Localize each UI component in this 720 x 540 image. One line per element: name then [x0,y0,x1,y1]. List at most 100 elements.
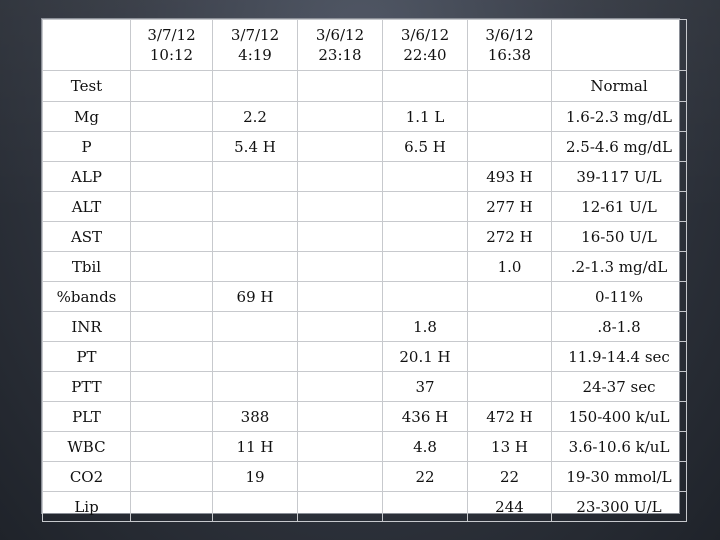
table-cell [467,70,552,102]
result-cell: 11 H [212,431,298,462]
header-time: 16:38 [487,46,532,64]
result-cell: 1.1 L [382,101,468,132]
result-cell [130,131,213,162]
result-cell: 22 [467,461,552,492]
result-cell [297,431,383,462]
test-name-cell: PTT [42,371,131,402]
result-cell: 472 H [467,401,552,432]
normal-range-cell: 3.6-10.6 k/uL [551,431,687,462]
result-cell [297,101,383,132]
table-row: PLT 388 436 H 472 H 150-400 k/uL [42,401,687,432]
table-row: Mg 2.2 1.1 L 1.6-2.3 mg/dL [42,101,687,132]
result-cell [382,221,468,252]
normal-range-cell: 19-30 mmol/L [551,461,687,492]
table-row: CO2 19 22 22 19-30 mmol/L [42,461,687,492]
header-cell-col2: 3/7/12 4:19 [212,19,298,71]
result-cell [130,191,213,222]
table-cell [382,70,468,102]
header-time: 10:12 [149,46,194,64]
normal-range-cell: .2-1.3 mg/dL [551,251,687,282]
test-name-cell: ALT [42,191,131,222]
result-cell [382,161,468,192]
table-row: AST 272 H 16-50 U/L [42,221,687,252]
result-cell: 19 [212,461,298,492]
test-name-cell: Tbil [42,251,131,282]
result-cell [467,341,552,372]
normal-range-cell: 12-61 U/L [551,191,687,222]
test-column-label: Test [42,70,131,102]
result-cell [297,281,383,312]
result-cell [212,311,298,342]
result-cell [212,491,298,522]
result-cell [467,371,552,402]
result-cell [130,101,213,132]
lab-results-table-panel: 3/7/12 10:12 3/7/12 4:19 3/6/12 23:18 3/… [41,18,687,522]
table-row: P 5.4 H 6.5 H 2.5-4.6 mg/dL [42,131,687,162]
header-date: 3/7/12 [230,26,280,44]
result-cell [297,251,383,282]
header-date: 3/6/12 [315,26,365,44]
table-row: %bands 69 H 0-11% [42,281,687,312]
table-cell [297,70,383,102]
test-name-cell: PLT [42,401,131,432]
table-row: PT 20.1 H 11.9-14.4 sec [42,341,687,372]
result-cell [212,251,298,282]
test-name-cell: Mg [42,101,131,132]
table-row: WBC 11 H 4.8 13 H 3.6-10.6 k/uL [42,431,687,462]
header-time: 23:18 [318,46,362,64]
normal-range-cell: 11.9-14.4 sec [551,341,687,372]
header-cell-blank [42,19,131,71]
table-row: ALT 277 H 12-61 U/L [42,191,687,222]
result-cell [130,461,213,492]
result-cell: 244 [467,491,552,522]
table-row: PTT 37 24-37 sec [42,371,687,402]
result-cell [130,161,213,192]
result-cell [297,221,383,252]
result-cell [130,341,213,372]
result-cell [212,371,298,402]
table-row: INR 1.8 .8-1.8 [42,311,687,342]
result-cell [130,491,213,522]
result-cell [297,161,383,192]
normal-range-cell: 23-300 U/L [551,491,687,522]
result-cell [130,401,213,432]
result-cell [130,371,213,402]
result-cell: 493 H [467,161,552,192]
result-cell: 6.5 H [382,131,468,162]
result-cell [467,281,552,312]
test-name-cell: PT [42,341,131,372]
header-time: 22:40 [403,46,447,64]
table-row: ALP 493 H 39-117 U/L [42,161,687,192]
result-cell [382,251,468,282]
test-name-cell: CO2 [42,461,131,492]
result-cell [467,311,552,342]
header-time: 4:19 [238,46,272,64]
normal-column-label: Normal [551,70,687,102]
result-cell: 5.4 H [212,131,298,162]
result-cell [467,101,552,132]
result-cell [212,191,298,222]
result-cell [297,461,383,492]
column-label-row: Test Normal [42,70,687,102]
test-name-cell: Lip [42,491,131,522]
header-date: 3/6/12 [485,26,534,44]
result-cell: 37 [382,371,468,402]
normal-range-cell: 1.6-2.3 mg/dL [551,101,687,132]
header-cell-col1: 3/7/12 10:12 [130,19,213,71]
result-cell [297,191,383,222]
header-cell-normal-blank [551,19,687,71]
table-cell [212,70,298,102]
result-cell [297,371,383,402]
normal-range-cell: 16-50 U/L [551,221,687,252]
normal-range-cell: 2.5-4.6 mg/dL [551,131,687,162]
result-cell: 436 H [382,401,468,432]
result-cell [212,221,298,252]
result-cell [130,251,213,282]
header-date: 3/7/12 [147,26,196,44]
result-cell [212,161,298,192]
result-cell: 1.0 [467,251,552,282]
result-cell [297,341,383,372]
header-cell-col5: 3/6/12 16:38 [467,19,552,71]
result-cell [382,281,468,312]
result-cell [130,431,213,462]
